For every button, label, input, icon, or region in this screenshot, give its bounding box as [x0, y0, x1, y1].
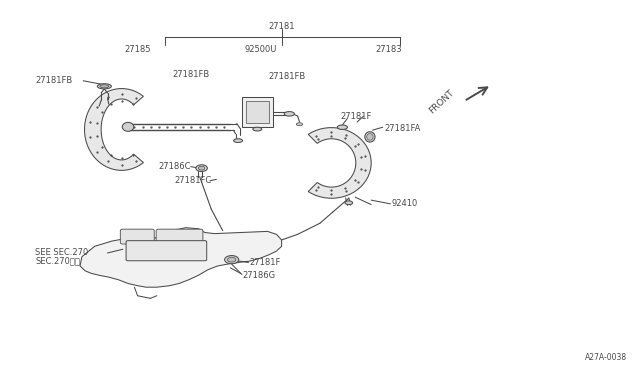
FancyBboxPatch shape: [156, 229, 203, 244]
Text: 27181F: 27181F: [250, 258, 281, 267]
Ellipse shape: [345, 201, 353, 205]
Text: 27181FB: 27181FB: [35, 76, 72, 85]
Ellipse shape: [337, 125, 348, 129]
Text: 27181F: 27181F: [340, 112, 372, 121]
Text: 27186G: 27186G: [242, 271, 275, 280]
Text: 92410: 92410: [392, 199, 418, 208]
Text: 27181FB: 27181FB: [269, 72, 306, 81]
Text: 27181: 27181: [268, 22, 295, 31]
FancyBboxPatch shape: [120, 229, 154, 244]
Ellipse shape: [234, 139, 243, 142]
Polygon shape: [84, 89, 143, 170]
Text: 27185: 27185: [124, 45, 151, 54]
Polygon shape: [308, 128, 371, 198]
Text: 27186C: 27186C: [159, 162, 191, 171]
Ellipse shape: [284, 112, 294, 116]
Ellipse shape: [198, 166, 205, 170]
Bar: [242, 97, 273, 127]
Text: SEE SEC.270: SEE SEC.270: [35, 248, 88, 257]
Text: 92500U: 92500U: [245, 45, 277, 54]
Polygon shape: [80, 228, 282, 287]
Text: 27181FA: 27181FA: [384, 124, 420, 133]
Ellipse shape: [225, 256, 239, 264]
Bar: [246, 101, 269, 123]
Ellipse shape: [196, 165, 207, 171]
Text: FRONT: FRONT: [427, 88, 456, 116]
Ellipse shape: [228, 257, 236, 262]
Ellipse shape: [367, 134, 373, 140]
Ellipse shape: [365, 132, 375, 142]
Ellipse shape: [97, 84, 111, 89]
Text: 27181FB: 27181FB: [173, 70, 210, 79]
Ellipse shape: [100, 85, 109, 88]
Text: A27A-0038: A27A-0038: [585, 353, 627, 362]
Ellipse shape: [296, 123, 303, 126]
FancyBboxPatch shape: [126, 241, 207, 261]
Text: 27183: 27183: [376, 45, 403, 54]
Ellipse shape: [253, 127, 262, 131]
Text: 27181FC: 27181FC: [174, 176, 211, 185]
Text: SEC.270参照: SEC.270参照: [35, 257, 80, 266]
Ellipse shape: [122, 122, 134, 131]
